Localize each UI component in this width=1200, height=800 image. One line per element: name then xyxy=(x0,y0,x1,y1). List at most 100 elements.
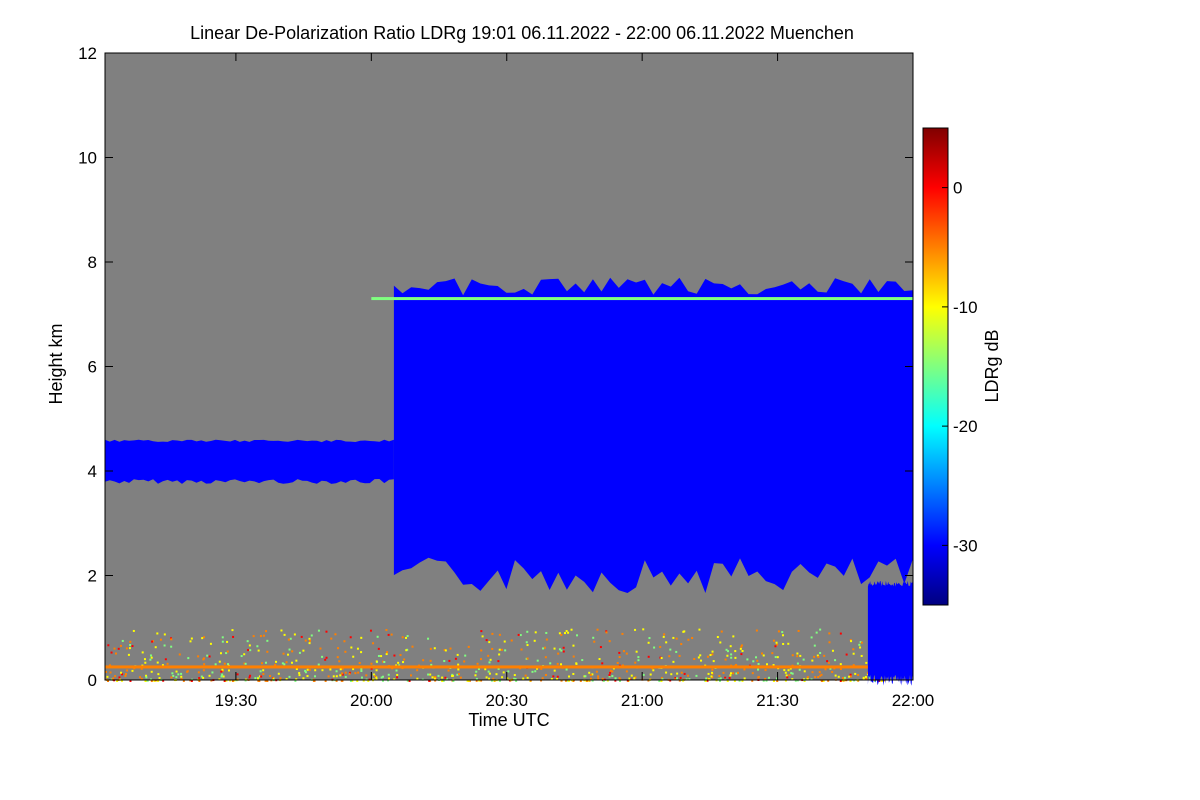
aerosol-dot xyxy=(360,651,363,654)
aerosol-dot xyxy=(308,668,311,671)
aerosol-dot xyxy=(132,629,135,632)
aerosol-dot xyxy=(697,656,700,659)
aerosol-dot xyxy=(121,639,124,642)
aerosol-dot xyxy=(116,679,119,682)
aerosol-dot xyxy=(878,679,881,682)
x-tick-label: 22:00 xyxy=(892,691,935,710)
aerosol-dot xyxy=(356,647,359,650)
aerosol-dot xyxy=(456,653,459,656)
aerosol-dot xyxy=(776,643,779,646)
aerosol-dot xyxy=(163,633,166,636)
aerosol-dot xyxy=(398,664,401,667)
aerosol-dot xyxy=(526,676,529,679)
aerosol-dot xyxy=(707,677,710,680)
aerosol-dot xyxy=(434,675,437,678)
aerosol-dot xyxy=(672,636,675,639)
aerosol-dot xyxy=(269,674,272,677)
aerosol-dot xyxy=(444,676,447,679)
aerosol-dot xyxy=(525,641,528,644)
aerosol-dot xyxy=(584,675,587,678)
aerosol-dot xyxy=(674,678,677,681)
aerosol-dot xyxy=(128,647,131,650)
aerosol-dot xyxy=(287,638,290,641)
aerosol-dot xyxy=(757,668,760,671)
aerosol-dot xyxy=(288,675,291,678)
aerosol-dot xyxy=(306,668,309,671)
aerosol-dot xyxy=(232,635,235,638)
aerosol-dot xyxy=(497,667,500,670)
aerosol-dot xyxy=(485,639,488,642)
aerosol-dot xyxy=(852,652,855,655)
aerosol-dot xyxy=(190,637,193,640)
aerosol-dot xyxy=(618,651,621,654)
aerosol-dot xyxy=(162,679,165,682)
aerosol-dot xyxy=(491,632,494,635)
aerosol-dot xyxy=(298,672,301,675)
aerosol-dot xyxy=(351,679,354,682)
aerosol-dot xyxy=(375,676,378,679)
x-tick-label: 21:00 xyxy=(621,691,664,710)
aerosol-dot xyxy=(661,678,664,681)
aerosol-dot xyxy=(757,662,760,665)
aerosol-dot xyxy=(434,679,437,682)
aerosol-dot xyxy=(860,641,863,644)
aerosol-dot xyxy=(163,644,166,647)
aerosol-dot xyxy=(618,656,621,659)
aerosol-dot xyxy=(711,650,714,653)
aerosol-dot xyxy=(788,674,791,677)
aerosol-dot xyxy=(647,641,650,644)
aerosol-dot xyxy=(240,655,243,658)
aerosol-dot xyxy=(683,672,686,675)
y-axis: 0 2 4 6 8 10 12 xyxy=(78,44,913,690)
aerosol-dot xyxy=(719,677,722,680)
aerosol-dot xyxy=(566,679,569,682)
aerosol-dot xyxy=(218,660,221,663)
aerosol-dot xyxy=(287,653,290,656)
aerosol-dot xyxy=(281,662,284,665)
aerosol-dot xyxy=(144,661,147,664)
aerosol-dot xyxy=(187,657,190,660)
aerosol-dot xyxy=(612,667,615,670)
aerosol-dot xyxy=(291,650,294,653)
aerosol-dot xyxy=(772,664,775,667)
aerosol-dot xyxy=(362,679,365,682)
aerosol-dot xyxy=(356,679,359,682)
aerosol-dot xyxy=(175,670,178,673)
aerosol-dot xyxy=(560,633,563,636)
aerosol-dot xyxy=(474,674,477,677)
aerosol-dot xyxy=(608,675,611,678)
aerosol-dot xyxy=(531,670,534,673)
x-axis-label: Time UTC xyxy=(468,710,549,730)
y-tick-label: 6 xyxy=(88,358,97,377)
aerosol-dot xyxy=(382,660,385,663)
aerosol-dot xyxy=(202,658,205,661)
aerosol-dot xyxy=(796,662,799,665)
aerosol-dot xyxy=(609,671,612,674)
aerosol-dot xyxy=(637,656,640,659)
aerosol-dot xyxy=(845,653,848,656)
aerosol-dot xyxy=(457,668,460,671)
aerosol-dot xyxy=(254,677,257,680)
aerosol-dot xyxy=(222,675,225,678)
aerosol-dot xyxy=(256,645,259,648)
aerosol-dot xyxy=(208,674,211,677)
aerosol-dot xyxy=(325,630,328,633)
aerosol-dot xyxy=(334,633,337,636)
aerosol-dot xyxy=(634,676,637,679)
aerosol-dot xyxy=(784,679,787,682)
aerosol-dot xyxy=(634,661,637,664)
aerosol-dot xyxy=(321,655,324,658)
aerosol-dot xyxy=(589,674,592,677)
aerosol-dot xyxy=(734,650,737,653)
aerosol-dot xyxy=(487,654,490,657)
aerosol-dot xyxy=(341,667,344,670)
aerosol-dot xyxy=(485,676,488,679)
aerosol-dot xyxy=(839,668,842,671)
aerosol-dot xyxy=(558,632,561,635)
aerosol-dot xyxy=(799,654,802,657)
aerosol-dot xyxy=(208,655,211,658)
aerosol-dot xyxy=(860,654,863,657)
aerosol-dot xyxy=(729,674,732,677)
aerosol-dot xyxy=(437,674,440,677)
